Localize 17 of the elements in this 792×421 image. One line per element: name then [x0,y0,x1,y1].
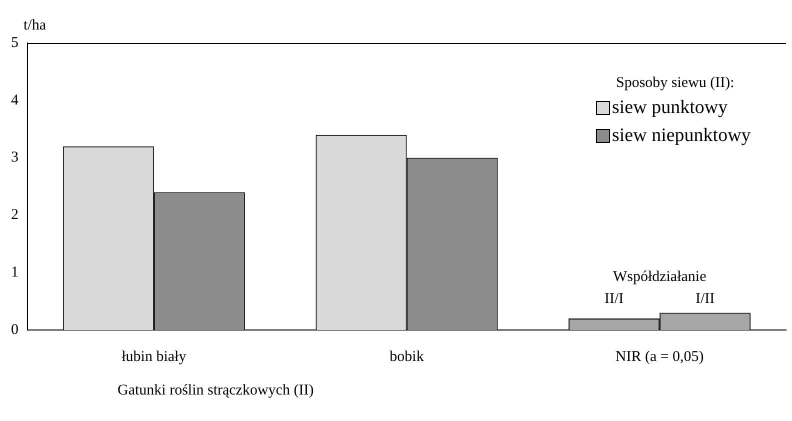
legend-label: siew niepunktowy [612,124,752,146]
x-tick-label: bobik [390,348,424,365]
y-tick-label: 3 [11,150,18,166]
y-tick-label: 4 [11,92,19,108]
y-tick-label: 1 [11,264,18,281]
y-axis-title: t/ha [24,17,46,34]
annotation: Współdziałanie [612,269,707,286]
x-tick-label: łubin biały [122,348,187,365]
y-tick-label: 0 [11,322,18,338]
annotation: I/II [696,291,715,308]
y-tick-label: 5 [11,34,18,51]
x-axis-title: Gatunki roślin strączkowych (II) [118,382,314,398]
y-tick-label: 2 [11,207,18,224]
legend-title: Sposoby siewu (II): [616,74,734,91]
legend-label: siew punktowy [612,96,728,118]
annotation: II/I [604,291,624,308]
x-tick-label: NIR (a = 0,05) [615,348,704,365]
